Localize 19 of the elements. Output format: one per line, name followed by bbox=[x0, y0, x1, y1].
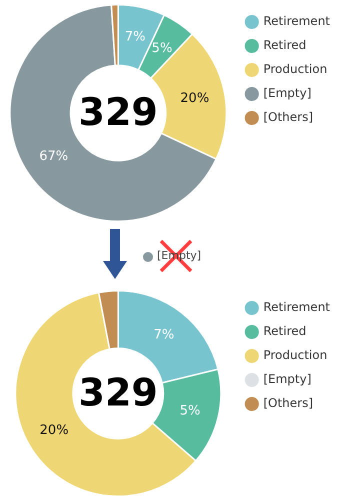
data-label: 7% bbox=[154, 328, 174, 343]
legend-label: [Empty] bbox=[263, 372, 312, 386]
legend-label: Retirement bbox=[263, 14, 330, 28]
legend-label: Production bbox=[263, 348, 328, 362]
legend-label: Retired bbox=[263, 324, 306, 338]
data-label: 67% bbox=[39, 149, 68, 164]
legend-label: Production bbox=[263, 62, 328, 76]
legend-label: Retired bbox=[263, 38, 306, 52]
text: 329 bbox=[78, 90, 158, 134]
legend-label: Retirement bbox=[263, 300, 330, 314]
legend-label: [Others] bbox=[263, 110, 314, 124]
data-label: 7% bbox=[124, 29, 146, 44]
legend-label: [Others] bbox=[263, 396, 314, 410]
data-label: 5% bbox=[180, 403, 200, 418]
data-label: 5% bbox=[152, 40, 172, 56]
data-label: 20% bbox=[180, 90, 210, 106]
legend-label: [Empty] bbox=[263, 86, 312, 100]
text: 329 bbox=[78, 370, 158, 414]
data-label: 20% bbox=[40, 422, 69, 438]
